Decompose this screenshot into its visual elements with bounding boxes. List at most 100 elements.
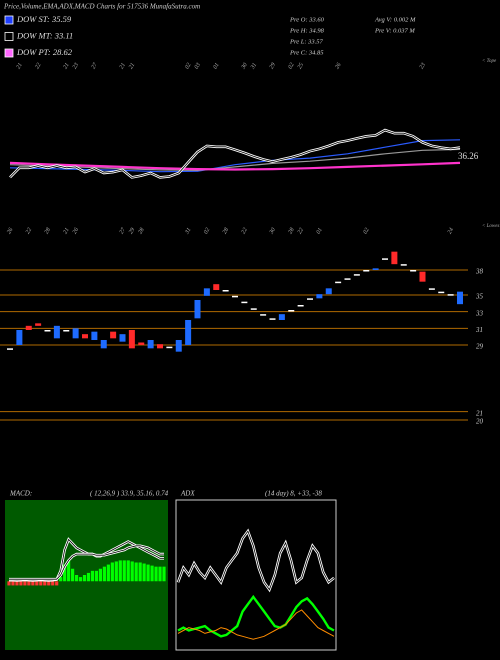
- legend-label: DOW MT: 33.11: [16, 30, 73, 40]
- histogram-bar: [90, 570, 95, 582]
- candle-body: [363, 270, 370, 272]
- candle-body: [250, 308, 257, 310]
- x-tick-label: 24: [446, 227, 455, 236]
- y-tick-label: 38: [475, 268, 484, 276]
- histogram-bar: [39, 581, 43, 586]
- histogram-bar: [23, 581, 27, 586]
- candle-body: [128, 330, 135, 349]
- candle-body: [119, 334, 126, 342]
- candle-body: [194, 300, 201, 319]
- ema-line: [9, 161, 461, 171]
- legend-swatch: [4, 48, 14, 58]
- histogram-bar: [154, 566, 158, 582]
- histogram-bar: [27, 581, 31, 586]
- stat-label: Pre H: 34.98: [289, 27, 325, 34]
- histogram-bar: [55, 581, 59, 586]
- histogram-bar: [106, 564, 110, 582]
- panel-subtitle: (14 day) 8, +33, -38: [265, 490, 322, 498]
- candle-body: [372, 268, 379, 270]
- histogram-bar: [110, 562, 114, 582]
- y-tick-label: 29: [476, 343, 484, 351]
- histogram-bar: [78, 577, 83, 582]
- candle-body: [438, 291, 445, 294]
- x-tick-label: 21: [62, 62, 70, 70]
- stat-label: Pre C: 34.85: [289, 49, 324, 56]
- x-tick-label: 02: [362, 227, 370, 235]
- x-tick-label: 21: [16, 62, 24, 70]
- candle-body: [157, 344, 163, 349]
- candle-body: [185, 320, 192, 345]
- x-tick-label: 22: [25, 227, 33, 235]
- candle-body: [82, 334, 88, 339]
- candle-body: [325, 288, 332, 295]
- x-tick-label: 28: [44, 227, 52, 235]
- stat-label: Pre L: 33.57: [289, 38, 324, 45]
- candle-body: [447, 294, 454, 296]
- candle-body: [44, 330, 51, 332]
- candle-body: [72, 328, 79, 339]
- candle-body: [7, 348, 13, 350]
- candle-body: [35, 323, 42, 326]
- x-tick-label: 30: [240, 62, 249, 71]
- price-label: 36.26: [458, 151, 479, 161]
- histogram-bar: [35, 581, 39, 586]
- x-tick-label: 26: [334, 62, 342, 70]
- histogram-bar: [51, 581, 55, 586]
- candle-body: [428, 288, 435, 290]
- candle-body: [278, 314, 285, 320]
- y-tick-label: 31: [475, 326, 483, 334]
- panel-subtitle: ( 12,26,9 ) 33.9, 35.16, 0.74: [90, 490, 169, 498]
- y-tick-label: 21: [476, 409, 483, 417]
- histogram-bar: [47, 581, 51, 586]
- histogram-bar: [162, 566, 166, 582]
- x-tick-label: 31: [249, 62, 258, 71]
- candle-body: [147, 340, 154, 349]
- x-tick-label: 28: [137, 227, 145, 235]
- histogram-bar: [94, 570, 99, 582]
- histogram-bar: [15, 581, 19, 586]
- x-tick-label: 30: [268, 227, 277, 236]
- x-tick-label: 02: [184, 62, 192, 70]
- adx-line-inner: [177, 530, 335, 591]
- histogram-bar: [86, 572, 91, 582]
- y-tick-label: 20: [476, 418, 484, 426]
- histogram-bar: [126, 560, 130, 582]
- signal-line-inner: [9, 545, 164, 580]
- x-tick-label: 23: [72, 62, 80, 70]
- candle-body: [297, 305, 304, 307]
- x-tick-label: 27: [119, 226, 128, 235]
- candle-body: [391, 251, 398, 265]
- histogram-bar: [122, 560, 126, 582]
- x-tick-label: 31: [184, 227, 193, 236]
- legend-label: DOW ST: 35.59: [16, 14, 72, 24]
- stat-label: Pre O: 33.60: [289, 16, 325, 23]
- candle-body: [419, 271, 426, 282]
- x-tick-label: 02: [287, 62, 295, 70]
- candle-body: [344, 278, 351, 280]
- legend-swatch: [4, 15, 14, 25]
- histogram-bar: [138, 562, 142, 582]
- histogram-bar: [130, 561, 134, 582]
- candle-body: [138, 342, 145, 345]
- candle-body: [175, 340, 182, 352]
- histogram-bar: [82, 575, 87, 582]
- histogram-bar: [59, 577, 63, 582]
- page-title: Price,Volume,EMA,ADX,MACD Charts for 517…: [3, 3, 200, 11]
- candle-body: [16, 330, 23, 345]
- x-tick-label: 25: [297, 62, 305, 70]
- candle-body: [316, 294, 323, 299]
- panel-title: MACD:: [9, 490, 32, 498]
- x-tick-label: 21: [62, 227, 70, 235]
- x-tick-label: 22: [297, 227, 305, 235]
- histogram-bar: [114, 561, 118, 582]
- x-tick-label: 03: [194, 62, 202, 70]
- x-tick-label: 29: [128, 227, 136, 235]
- adx-line: [177, 594, 335, 638]
- x-tick-label: 22: [241, 227, 249, 235]
- x-tick-label: 29: [269, 62, 277, 70]
- histogram-bar: [70, 568, 75, 582]
- candle-body: [400, 264, 407, 266]
- candle-body: [269, 318, 276, 320]
